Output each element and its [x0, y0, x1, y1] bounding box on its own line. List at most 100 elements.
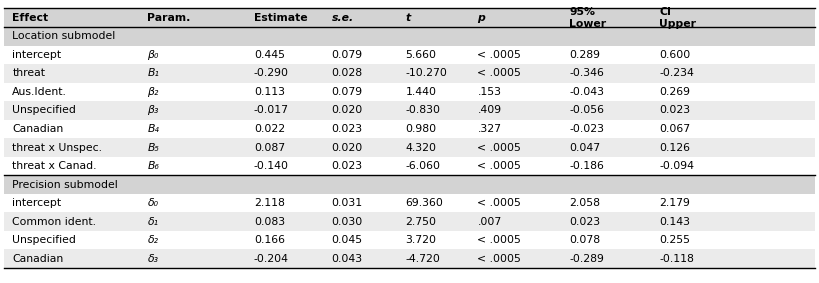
Text: β₂: β₂ — [147, 87, 159, 97]
Text: -0.830: -0.830 — [405, 106, 441, 115]
Text: Canadian: Canadian — [12, 124, 64, 134]
Text: 0.143: 0.143 — [659, 217, 690, 227]
Text: -0.204: -0.204 — [254, 254, 289, 264]
Text: 2.179: 2.179 — [659, 198, 690, 208]
Text: -4.720: -4.720 — [405, 254, 441, 264]
Text: .153: .153 — [477, 87, 501, 97]
Text: -0.023: -0.023 — [569, 124, 604, 134]
Text: .007: .007 — [477, 217, 502, 227]
Text: < .0005: < .0005 — [477, 235, 522, 245]
Text: 0.600: 0.600 — [659, 50, 690, 60]
Text: 4.320: 4.320 — [405, 143, 437, 153]
Text: Unspecified: Unspecified — [12, 235, 76, 245]
Text: -0.346: -0.346 — [569, 68, 604, 78]
Text: 95%
Lower: 95% Lower — [569, 7, 606, 29]
Text: threat: threat — [12, 68, 45, 78]
Text: 2.750: 2.750 — [405, 217, 437, 227]
Bar — [4, 212, 815, 231]
Text: 0.083: 0.083 — [254, 217, 285, 227]
Bar — [4, 194, 815, 212]
Text: 0.043: 0.043 — [332, 254, 363, 264]
Bar — [4, 8, 815, 27]
Text: 0.269: 0.269 — [659, 87, 690, 97]
Text: < .0005: < .0005 — [477, 161, 522, 171]
Text: < .0005: < .0005 — [477, 68, 522, 78]
Text: δ₀: δ₀ — [147, 198, 158, 208]
Bar — [4, 83, 815, 101]
Text: -0.290: -0.290 — [254, 68, 289, 78]
Text: -0.094: -0.094 — [659, 161, 695, 171]
Text: 5.660: 5.660 — [405, 50, 437, 60]
Bar — [4, 175, 815, 194]
Text: B₅: B₅ — [147, 143, 159, 153]
Bar — [4, 250, 815, 268]
Text: -0.056: -0.056 — [569, 106, 604, 115]
Text: s.e.: s.e. — [332, 13, 354, 23]
Text: 0.030: 0.030 — [332, 217, 363, 227]
Text: -6.060: -6.060 — [405, 161, 441, 171]
Text: 0.023: 0.023 — [569, 217, 600, 227]
Text: -0.017: -0.017 — [254, 106, 289, 115]
Text: δ₂: δ₂ — [147, 235, 158, 245]
Bar — [4, 231, 815, 250]
Text: threat x Canad.: threat x Canad. — [12, 161, 97, 171]
Text: β₃: β₃ — [147, 106, 159, 115]
Text: < .0005: < .0005 — [477, 254, 522, 264]
Text: 0.022: 0.022 — [254, 124, 285, 134]
Text: 69.360: 69.360 — [405, 198, 443, 208]
Text: Unspecified: Unspecified — [12, 106, 76, 115]
Text: B₁: B₁ — [147, 68, 159, 78]
Text: 3.720: 3.720 — [405, 235, 437, 245]
Text: 2.058: 2.058 — [569, 198, 600, 208]
Text: -10.270: -10.270 — [405, 68, 447, 78]
Text: 0.126: 0.126 — [659, 143, 690, 153]
Text: 1.440: 1.440 — [405, 87, 437, 97]
Text: B₆: B₆ — [147, 161, 159, 171]
Text: δ₃: δ₃ — [147, 254, 158, 264]
Text: -0.140: -0.140 — [254, 161, 289, 171]
Text: intercept: intercept — [12, 50, 61, 60]
Text: Effect: Effect — [12, 13, 48, 23]
Text: Estimate: Estimate — [254, 13, 307, 23]
Text: B₄: B₄ — [147, 124, 159, 134]
Bar — [4, 64, 815, 83]
Text: CI
Upper: CI Upper — [659, 7, 696, 29]
Text: Location submodel: Location submodel — [12, 31, 115, 41]
Text: 0.980: 0.980 — [405, 124, 437, 134]
Text: threat x Unspec.: threat x Unspec. — [12, 143, 102, 153]
Text: 0.023: 0.023 — [332, 161, 363, 171]
Text: 0.047: 0.047 — [569, 143, 600, 153]
Text: 0.023: 0.023 — [659, 106, 690, 115]
Text: 0.079: 0.079 — [332, 50, 363, 60]
Text: 0.031: 0.031 — [332, 198, 363, 208]
Text: 0.289: 0.289 — [569, 50, 600, 60]
Text: 0.113: 0.113 — [254, 87, 285, 97]
Text: Precision submodel: Precision submodel — [12, 180, 118, 190]
Text: 0.079: 0.079 — [332, 87, 363, 97]
Bar — [4, 157, 815, 175]
Text: < .0005: < .0005 — [477, 143, 522, 153]
Text: 0.020: 0.020 — [332, 143, 363, 153]
Text: -0.043: -0.043 — [569, 87, 604, 97]
Text: -0.289: -0.289 — [569, 254, 604, 264]
Text: intercept: intercept — [12, 198, 61, 208]
Text: Param.: Param. — [147, 13, 191, 23]
Text: β₀: β₀ — [147, 50, 159, 60]
Text: 2.118: 2.118 — [254, 198, 285, 208]
Text: Canadian: Canadian — [12, 254, 64, 264]
Text: 0.078: 0.078 — [569, 235, 600, 245]
Text: 0.067: 0.067 — [659, 124, 690, 134]
Bar — [4, 27, 815, 46]
Text: 0.045: 0.045 — [332, 235, 363, 245]
Text: .327: .327 — [477, 124, 501, 134]
Bar — [4, 46, 815, 64]
Text: -0.186: -0.186 — [569, 161, 604, 171]
Text: -0.234: -0.234 — [659, 68, 695, 78]
Text: 0.445: 0.445 — [254, 50, 285, 60]
Bar — [4, 120, 815, 138]
Text: 0.020: 0.020 — [332, 106, 363, 115]
Text: < .0005: < .0005 — [477, 198, 522, 208]
Text: Common ident.: Common ident. — [12, 217, 97, 227]
Text: -0.118: -0.118 — [659, 254, 695, 264]
Text: 0.087: 0.087 — [254, 143, 285, 153]
